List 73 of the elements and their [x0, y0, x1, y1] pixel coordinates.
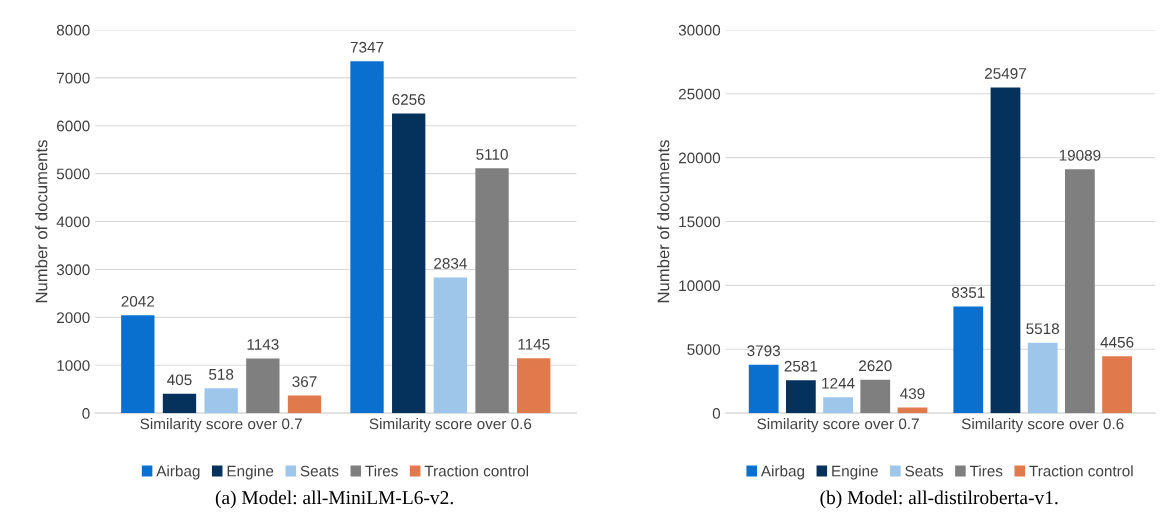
legend-label: Tires [365, 465, 398, 477]
data-label: 5518 [1026, 323, 1060, 335]
y-tick-label: 15000 [679, 216, 721, 228]
bar [162, 393, 197, 414]
data-label: 367 [292, 376, 317, 388]
legend-label: Tires [969, 465, 1003, 477]
x-tick-label: Similarity score over 0.6 [961, 418, 1124, 433]
bar [1102, 356, 1132, 414]
y-tick-label: 10000 [679, 280, 721, 292]
text: (a) Model: all-MiniLM-L6-v2. [215, 490, 453, 509]
data-label: 1145 [518, 339, 550, 350]
bar [823, 397, 853, 414]
legend-label: Engine [832, 465, 878, 480]
y-tick-label: 0 [712, 408, 721, 419]
data-label: 3793 [747, 345, 780, 357]
x-tick-label: Similarity score over 0.7 [140, 418, 302, 433]
data-label: 518 [209, 368, 234, 380]
data-label: 6256 [392, 94, 426, 105]
bar [121, 315, 155, 414]
data-label: 2834 [434, 258, 467, 269]
y-tick-label: 6000 [57, 120, 90, 132]
y-tick-label: 5000 [56, 168, 90, 180]
y-tick-label: 1000 [57, 360, 90, 371]
y-tick-label: 20000 [678, 152, 721, 164]
bar [517, 358, 551, 414]
legend-label: Airbag [760, 465, 805, 480]
data-label: 4456 [1100, 336, 1134, 348]
legend-label: Engine [227, 465, 274, 480]
data-label: 19089 [1059, 149, 1101, 161]
data-label: 8351 [951, 287, 985, 298]
data-label: 5110 [476, 148, 508, 160]
data-label: 2620 [859, 360, 892, 372]
bar [1065, 169, 1095, 414]
x-tick-label: Similarity score over 0.7 [757, 418, 919, 433]
y-tick-label: 4000 [56, 216, 90, 228]
y-tick-label: 25000 [678, 88, 721, 100]
bar [860, 379, 891, 414]
y-tick-label: 0 [82, 408, 90, 419]
bar [350, 61, 384, 414]
data-label: 1143 [247, 339, 279, 350]
bar [246, 358, 280, 414]
legend-label: Airbag [156, 465, 200, 480]
text: (b) Model: all-distilroberta-v1. [820, 490, 1058, 509]
bar [953, 306, 984, 414]
data-label: 2581 [784, 360, 818, 372]
y-tick-label: 30000 [678, 24, 721, 36]
bar [748, 364, 779, 414]
bar [392, 113, 426, 414]
data-label: 7347 [350, 41, 384, 53]
legend-label: Traction control [424, 465, 529, 477]
data-label: 1244 [822, 377, 855, 389]
bar [1027, 342, 1058, 414]
legend-label: Traction control [1029, 465, 1133, 477]
bar [475, 168, 509, 414]
bar [785, 380, 816, 414]
y-tick-label: 8000 [56, 24, 90, 36]
data-label: 439 [900, 388, 925, 399]
x-tick-label: Similarity score over 0.6 [369, 418, 532, 433]
legend-label: Seats [905, 465, 944, 477]
data-label: 25497 [985, 68, 1026, 79]
bar [433, 277, 468, 414]
y-tick-label: 2000 [57, 312, 90, 324]
legend-label: Seats [300, 465, 339, 477]
data-label: 2042 [121, 295, 155, 307]
y-axis-title: Number of documents [657, 140, 670, 303]
bar [204, 388, 238, 414]
y-tick-label: 7000 [57, 72, 90, 84]
bar [990, 87, 1021, 414]
y-axis-title: Number of documents [35, 140, 48, 303]
y-tick-label: 3000 [56, 264, 90, 276]
data-label: 405 [167, 374, 192, 386]
bar [287, 395, 322, 414]
y-tick-label: 5000 [687, 344, 721, 355]
